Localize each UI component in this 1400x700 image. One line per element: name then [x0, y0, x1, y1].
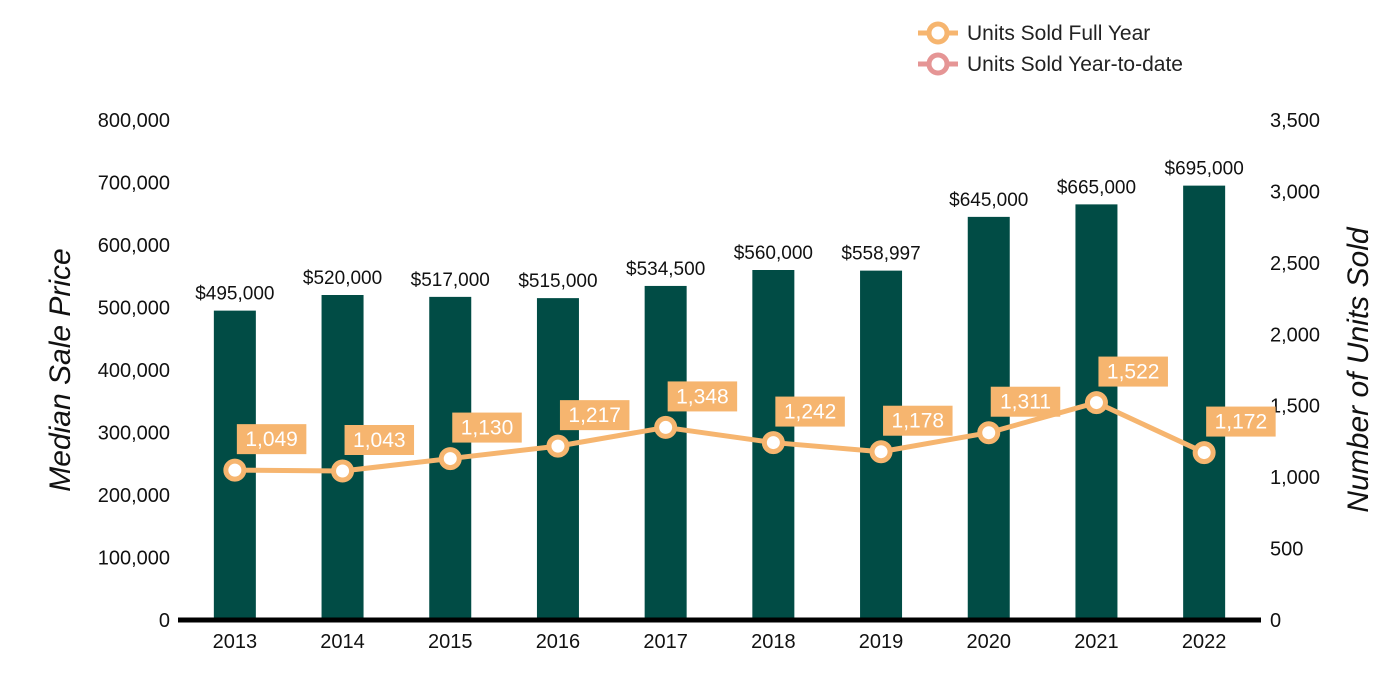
point-label-box [559, 400, 630, 431]
point-value-label: 1,522 [1107, 361, 1160, 384]
point-value-label: 1,130 [461, 417, 514, 440]
y-left-tick-label: 500,000 [98, 298, 170, 320]
y-right-tick-label: 2,000 [1270, 324, 1320, 346]
x-tick-label: 2016 [536, 631, 581, 653]
data-point-2020 [977, 421, 1001, 445]
y-left-tick-label: 700,000 [98, 173, 170, 195]
bar-value-label: $517,000 [411, 270, 490, 291]
bar-2020 [967, 216, 1010, 620]
point-label-box [236, 424, 307, 455]
y-left-tick-label: 400,000 [98, 360, 170, 382]
data-point-2022 [1192, 441, 1216, 465]
bar-value-label: $665,000 [1057, 177, 1136, 198]
x-tick-label: 2017 [643, 631, 688, 653]
y-right-tick-label: 3,000 [1270, 181, 1320, 203]
bar-2014 [321, 295, 364, 620]
legend-label: Units Sold Full Year [967, 22, 1150, 45]
data-point-2014 [331, 459, 355, 483]
data-point-2021 [1084, 391, 1108, 415]
data-point-2017 [654, 415, 678, 439]
point-value-label: 1,172 [1215, 411, 1268, 434]
x-tick-label: 2014 [320, 631, 365, 653]
point-label-box [344, 425, 415, 455]
y-left-tick-label: 0 [159, 610, 170, 632]
data-point-2013 [223, 458, 247, 482]
point-label-box [990, 386, 1061, 417]
y-right-tick-label: 3,500 [1270, 110, 1320, 132]
y-right-tick-label: 1,000 [1270, 467, 1320, 489]
y-right-tick-label: 500 [1270, 539, 1303, 561]
y-left-tick-label: 800,000 [98, 110, 170, 132]
point-value-label: 1,217 [568, 404, 621, 427]
y-left-tick-label: 100,000 [98, 548, 170, 570]
legend-swatch-marker [926, 21, 950, 45]
point-value-label: 1,043 [353, 429, 406, 452]
y-right-axis-title: Number of Units Sold [1342, 226, 1375, 512]
point-value-label: 1,178 [892, 410, 945, 433]
x-tick-label: 2022 [1182, 631, 1227, 653]
data-point-2018 [761, 431, 785, 455]
bar-value-label: $534,500 [626, 259, 705, 280]
y-left-tick-label: 300,000 [98, 423, 170, 445]
bar-value-label: $495,000 [195, 284, 274, 305]
x-tick-label: 2013 [213, 631, 258, 653]
data-point-2015 [438, 447, 462, 471]
y-left-tick-label: 200,000 [98, 485, 170, 507]
bar-2022 [1183, 185, 1226, 620]
x-tick-label: 2021 [1074, 631, 1119, 653]
point-label-box [667, 381, 738, 412]
bar-value-label: $645,000 [949, 190, 1028, 211]
bar-value-label: $560,000 [734, 243, 813, 264]
point-label-box [883, 405, 953, 436]
y-right-tick-label: 2,500 [1270, 253, 1320, 275]
y-right-tick-label: 1,500 [1270, 396, 1320, 418]
bar-value-label: $558,997 [841, 244, 920, 265]
y-left-tick-label: 600,000 [98, 235, 170, 257]
bar-value-label: $520,000 [303, 268, 382, 289]
x-tick-label: 2020 [967, 631, 1012, 653]
point-label-box [1206, 406, 1276, 437]
point-label-box [1098, 356, 1168, 387]
y-right-tick-label: 0 [1270, 610, 1281, 632]
series-line [234, 400, 1206, 474]
point-value-label: 1,311 [1000, 391, 1051, 414]
point-label-box [775, 396, 845, 427]
bar-value-label: $515,000 [518, 271, 597, 292]
x-tick-label: 2019 [859, 631, 904, 653]
point-value-label: 1,348 [676, 385, 729, 408]
bar-value-label: $695,000 [1165, 159, 1244, 180]
point-value-label: 1,049 [245, 428, 298, 451]
data-point-2019 [869, 440, 893, 464]
bar-2017 [644, 285, 687, 620]
bar-2016 [536, 298, 579, 620]
point-label-box [452, 412, 522, 443]
x-tick-label: 2015 [428, 631, 473, 653]
legend-label: Units Sold Year-to-date [967, 53, 1183, 76]
data-point-2016 [546, 434, 570, 458]
point-value-label: 1,242 [784, 401, 837, 424]
y-left-axis-title: Median Sale Price [44, 248, 77, 491]
legend-swatch-marker [926, 52, 950, 76]
x-tick-label: 2018 [751, 631, 796, 653]
